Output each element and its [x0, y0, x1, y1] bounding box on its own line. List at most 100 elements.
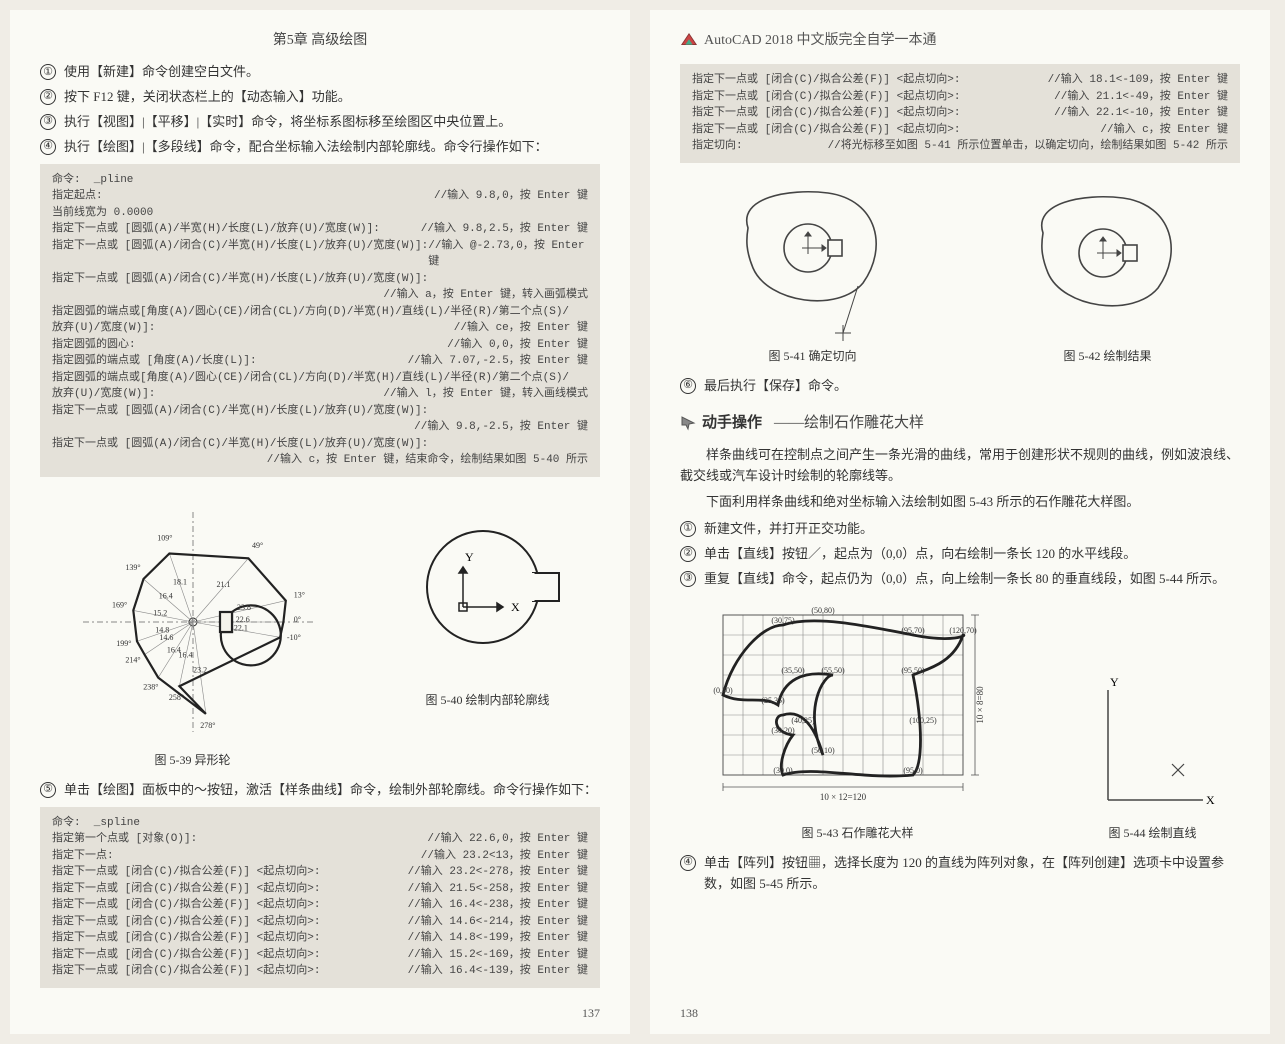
cmd-line: 放弃(U)/宽度(W)]://输入 l，按 Enter 键，转入画线模式 — [52, 386, 588, 403]
cmd-line: 指定第一个点或 [对象(O)]://输入 22.6,0，按 Enter 键 — [52, 831, 588, 848]
cam-diagram-svg: 258°16.4278°23.2238°16.4214°14.6199°14.8… — [63, 487, 323, 747]
svg-text:(50,80): (50,80) — [811, 606, 835, 615]
svg-text:X: X — [511, 600, 520, 614]
cmd-line: 命令: _spline — [52, 815, 588, 832]
step-num: ① — [40, 64, 56, 80]
svg-text:258°: 258° — [168, 692, 183, 701]
step-text: 使用【新建】命令创建空白文件。 — [64, 62, 600, 83]
step-6: ⑥ 最后执行【保存】命令。 — [680, 376, 1240, 397]
inner-contour-svg: X Y — [398, 487, 578, 687]
step-text: 单击【直线】按钮／，起点为（0,0）点，向右绘制一条长 120 的水平线段。 — [704, 544, 1240, 565]
step-text: 重复【直线】命令，起点仍为（0,0）点，向上绘制一条长 80 的垂直线段，如图 … — [704, 569, 1240, 590]
fig542-caption: 图 5-42 绘制结果 — [1008, 347, 1208, 366]
step-num: ③ — [680, 571, 696, 587]
step-num: ② — [40, 89, 56, 105]
cmd-line: 指定下一点或 [闭合(C)/拟合公差(F)] <起点切向>://输入 18.1<… — [692, 72, 1228, 89]
svg-text:23.2: 23.2 — [193, 665, 207, 674]
fig540-caption: 图 5-40 绘制内部轮廓线 — [398, 691, 578, 710]
cmd-line: 指定下一点或 [闭合(C)/拟合公差(F)] <起点切向>://输入 21.5<… — [52, 881, 588, 898]
fig539-caption: 图 5-39 异形轮 — [63, 751, 323, 770]
figure-row-3: (30,75)(50,80)(95,70)(120,70)(35,50)(55,… — [680, 600, 1240, 843]
svg-text:(40,25): (40,25) — [791, 716, 815, 725]
figure-row-1: 258°16.4278°23.2238°16.4214°14.6199°14.8… — [40, 487, 600, 770]
svg-text:15.2: 15.2 — [153, 608, 167, 617]
cmd-line: 放弃(U)/宽度(W)]://输入 ce，按 Enter 键 — [52, 320, 588, 337]
svg-text:X: X — [1206, 793, 1215, 807]
step-item: ③执行【视图】|【平移】|【实时】命令，将坐标系图标移至绘图区中央位置上。 — [40, 112, 600, 133]
right-page: AutoCAD 2018 中文版完全自学一本通 指定下一点或 [闭合(C)/拟合… — [650, 10, 1270, 1034]
svg-text:(35,50): (35,50) — [781, 666, 805, 675]
step-text: 执行【绘图】|【多段线】命令，配合坐标输入法绘制内部轮廓线。命令行操作如下： — [64, 137, 600, 158]
tangent-svg — [713, 173, 913, 343]
book-title-text: AutoCAD 2018 中文版完全自学一本通 — [704, 30, 937, 52]
step-text-5: 单击【绘图】面板中的〜按钮，激活【样条曲线】命令，绘制外部轮廓线。命令行操作如下… — [64, 780, 600, 801]
step-text: 执行【视图】|【平移】|【实时】命令，将坐标系图标移至绘图区中央位置上。 — [64, 112, 600, 133]
svg-text:10 × 12=120: 10 × 12=120 — [819, 792, 866, 802]
svg-text:(50,10): (50,10) — [811, 746, 835, 755]
svg-text:214°: 214° — [125, 655, 140, 664]
step-text: 按下 F12 键，关闭状态栏上的【动态输入】功能。 — [64, 87, 600, 108]
book-title: AutoCAD 2018 中文版完全自学一本通 — [680, 30, 1240, 52]
step-num: ① — [680, 521, 696, 537]
cmd-line: 指定下一点或 [闭合(C)/拟合公差(F)] <起点切向>://输入 16.4<… — [52, 963, 588, 980]
figure-5-44: Y X 图 5-44 绘制直线 — [1088, 670, 1218, 843]
svg-text:-10°: -10° — [286, 632, 300, 641]
cmd-line: 指定下一点或 [圆弧(A)/闭合(C)/半宽(H)/长度(L)/放弃(U)/宽度… — [52, 271, 588, 288]
figure-5-39: 258°16.4278°23.2238°16.4214°14.6199°14.8… — [63, 487, 323, 770]
cmd-line: 指定下一点或 [圆弧(A)/闭合(C)/半宽(H)/长度(L)/放弃(U)/宽度… — [52, 436, 588, 453]
step-num-5: ⑤ — [40, 782, 56, 798]
svg-text:238°: 238° — [143, 682, 158, 691]
section-sub: ——绘制石作雕花大样 — [774, 411, 924, 435]
svg-text:(30,75): (30,75) — [771, 616, 795, 625]
svg-text:10 × 8=80: 10 × 8=80 — [975, 686, 985, 724]
svg-text:(120,70): (120,70) — [949, 626, 977, 635]
result-svg — [1008, 173, 1208, 343]
svg-text:(55,50): (55,50) — [821, 666, 845, 675]
figure-5-43: (30,75)(50,80)(95,70)(120,70)(35,50)(55,… — [703, 600, 1013, 843]
step-item: ②单击【直线】按钮／，起点为（0,0）点，向右绘制一条长 120 的水平线段。 — [680, 544, 1240, 565]
cmd-line: 指定圆弧的圆心://输入 0,0，按 Enter 键 — [52, 337, 588, 354]
lines-svg: Y X — [1088, 670, 1218, 820]
cmd-line: 指定圆弧的端点或[角度(A)/圆心(CE)/闭合(CL)/方向(D)/半宽(H)… — [52, 304, 588, 321]
step-num-6: ⑥ — [680, 378, 696, 394]
para-1: 样条曲线可在控制点之间产生一条光滑的曲线，常用于创建形状不规则的曲线，例如波浪线… — [680, 445, 1240, 487]
svg-text:Y: Y — [1110, 675, 1119, 689]
cmd-line: 当前线宽为 0.0000 — [52, 205, 588, 222]
svg-text:18.1: 18.1 — [173, 577, 187, 586]
cmd-line: 指定下一点或 [闭合(C)/拟合公差(F)] <起点切向>://输入 14.8<… — [52, 930, 588, 947]
svg-text:109°: 109° — [157, 533, 172, 542]
left-page: 第5章 高级绘图 ① 使用【新建】命令创建空白文件。 ② 按下 F12 键，关闭状态栏… — [10, 10, 630, 1034]
svg-text:(30,0): (30,0) — [773, 766, 793, 775]
fig541-caption: 图 5-41 确定切向 — [713, 347, 913, 366]
cmd-line: 指定下一点或 [圆弧(A)/闭合(C)/半宽(H)/长度(L)/放弃(U)/宽度… — [52, 403, 588, 420]
cmd-line: 指定下一点或 [闭合(C)/拟合公差(F)] <起点切向>://输入 c，按 E… — [692, 122, 1228, 139]
svg-text:(25,35): (25,35) — [761, 696, 785, 705]
command-box-2: 命令: _spline指定第一个点或 [对象(O)]://输入 22.6,0，按… — [40, 807, 600, 988]
step-item: ① 使用【新建】命令创建空白文件。 — [40, 62, 600, 83]
cmd-line: 指定起点://输入 9.8,0，按 Enter 键 — [52, 188, 588, 205]
page-number-right: 138 — [680, 1004, 698, 1023]
svg-text:(95,50): (95,50) — [901, 666, 925, 675]
step-text-r4: 单击【阵列】按钮▦，选择长度为 120 的直线为阵列对象，在【阵列创建】选项卡中… — [704, 853, 1240, 895]
svg-text:199°: 199° — [116, 638, 131, 647]
svg-text:13°: 13° — [293, 590, 304, 599]
cmd-line: 指定下一点或 [闭合(C)/拟合公差(F)] <起点切向>://输入 23.2<… — [52, 864, 588, 881]
svg-text:Y: Y — [465, 550, 474, 564]
figure-5-41: 图 5-41 确定切向 — [713, 173, 913, 366]
right-steps-list: ①新建文件，并打开正交功能。 ②单击【直线】按钮／，起点为（0,0）点，向右绘制一… — [680, 519, 1240, 589]
steps-list: ① 使用【新建】命令创建空白文件。 ② 按下 F12 键，关闭状态栏上的【动态输入】功… — [40, 62, 600, 157]
svg-text:16.4: 16.4 — [158, 591, 172, 600]
cmd-line: 指定圆弧的端点或 [角度(A)/长度(L)]://输入 7.07,-2.5，按 … — [52, 353, 588, 370]
figure-5-42: 图 5-42 绘制结果 — [1008, 173, 1208, 366]
step-num-r4: ④ — [680, 855, 696, 871]
step-item: ④执行【绘图】|【多段线】命令，配合坐标输入法绘制内部轮廓线。命令行操作如下： — [40, 137, 600, 158]
chapter-header: 第5章 高级绘图 — [40, 30, 600, 52]
step-item: ③ 重复【直线】命令，起点仍为（0,0）点，向上绘制一条长 80 的垂直线段，如图… — [680, 569, 1240, 590]
command-box-1: 命令: _pline指定起点://输入 9.8,0，按 Enter 键当前线宽为… — [40, 164, 600, 477]
cmd-line: //输入 c，按 Enter 键，结束命令，绘制结果如图 5-40 所示 — [52, 452, 588, 469]
svg-text:278°: 278° — [200, 720, 215, 729]
cmd-line: 指定下一点或 [圆弧(A)/闭合(C)/半宽(H)/长度(L)/放弃(U)/宽度… — [52, 238, 588, 271]
svg-text:23.8: 23.8 — [237, 603, 251, 612]
step-item: ①新建文件，并打开正交功能。 — [680, 519, 1240, 540]
cmd-line: //输入 9.8,-2.5，按 Enter 键 — [52, 419, 588, 436]
